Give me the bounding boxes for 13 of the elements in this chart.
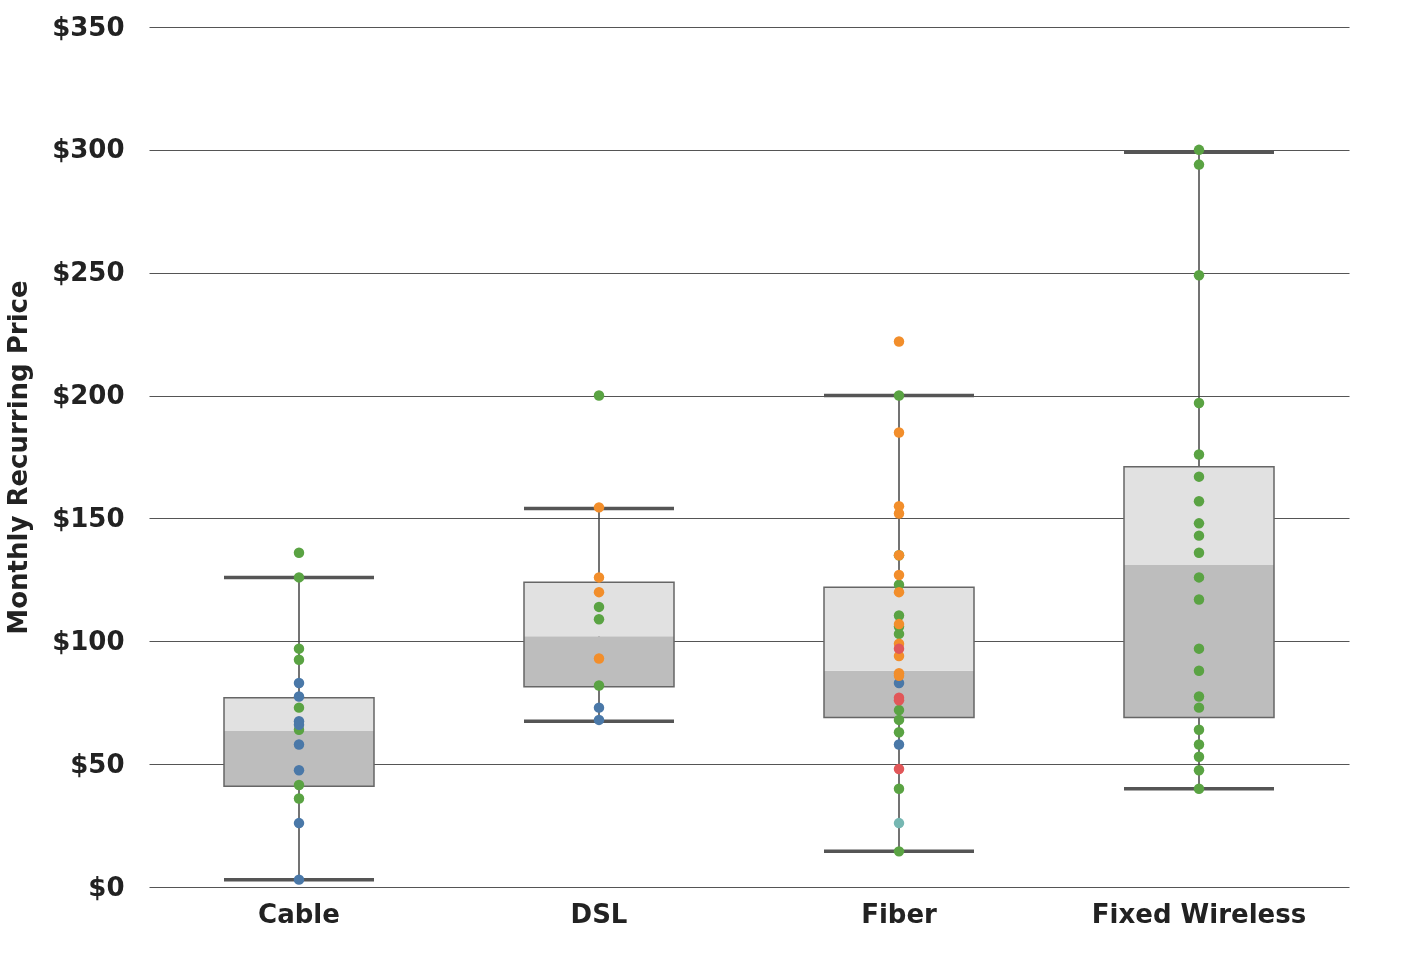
y-tick-label: $50 xyxy=(70,748,125,779)
y-axis-title: Monthly Recurring Price xyxy=(3,280,34,635)
x-tick-label: DSL xyxy=(570,898,628,929)
y-tick-label: $100 xyxy=(52,625,125,656)
y-tick-label: $200 xyxy=(52,380,125,411)
x-tick-label: Fiber xyxy=(861,898,938,929)
x-tick-label: Fixed Wireless xyxy=(1091,898,1307,929)
x-tick-label: Cable xyxy=(258,898,340,929)
y-tick-label: $0 xyxy=(88,871,125,902)
y-tick-label: $350 xyxy=(52,11,125,42)
y-tick-label: $250 xyxy=(52,257,125,288)
y-tick-label: $300 xyxy=(52,134,125,165)
y-tick-label: $150 xyxy=(52,502,125,533)
